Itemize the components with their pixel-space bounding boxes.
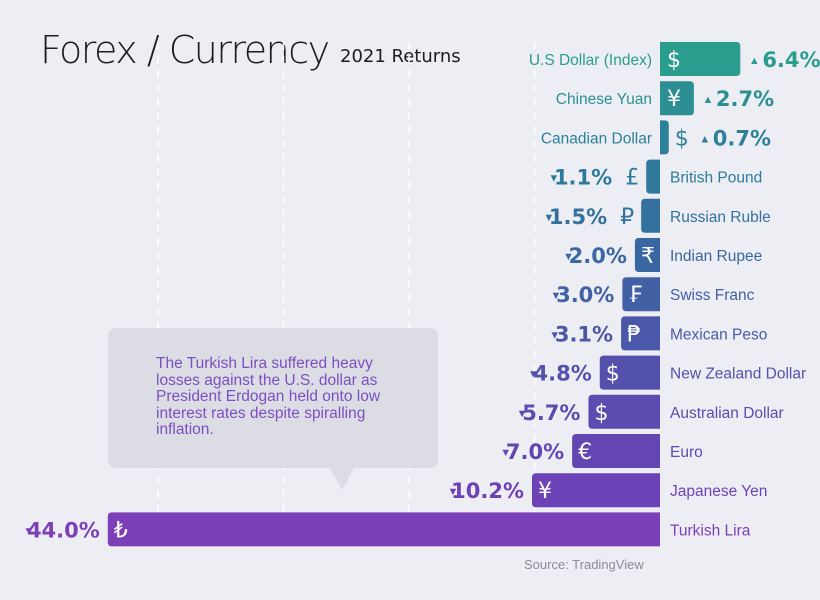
category-label: Japanese Yen [670, 483, 767, 500]
down-arrow: ▼ [517, 408, 528, 420]
down-arrow: ▼ [548, 173, 559, 185]
annotation-text: The Turkish Lira suffered heavy losses a… [156, 355, 381, 438]
currency-symbol: £ [625, 166, 639, 191]
down-arrow: ▼ [549, 329, 560, 341]
currency-symbol: $ [594, 401, 608, 426]
page-title: Forex / Currency [40, 28, 330, 72]
bar [634, 238, 660, 272]
bar [621, 316, 660, 351]
category-label: Australian Dollar [670, 405, 784, 422]
value-label: 6.4% [762, 48, 820, 72]
currency-symbol: ₺ [114, 518, 128, 543]
value-label: 2.7% [716, 87, 774, 111]
bar [107, 512, 661, 547]
category-label: Mexican Peso [670, 326, 767, 343]
value-label: 4.8% [534, 362, 592, 386]
up-arrow: ▲ [702, 94, 713, 106]
value-label: 0.7% [713, 126, 771, 150]
annotation-pointer [330, 468, 354, 490]
value-label: 3.1% [555, 322, 613, 346]
down-arrow: ▼ [563, 251, 574, 263]
value-label: 44.0% [27, 518, 100, 542]
value-label: 7.0% [506, 440, 564, 464]
currency-symbol: $ [606, 362, 620, 387]
bar [660, 81, 694, 116]
bar [588, 394, 660, 429]
bar [646, 159, 660, 194]
down-arrow: ▼ [448, 486, 459, 498]
bar [531, 473, 660, 508]
category-label: Canadian Dollar [541, 130, 652, 147]
down-arrow: ▼ [23, 525, 34, 537]
up-arrow: ▲ [699, 133, 710, 145]
category-label: Euro [670, 444, 703, 461]
down-arrow: ▼ [543, 212, 554, 224]
down-arrow: ▼ [500, 447, 511, 459]
source-note: Source: TradingView [524, 557, 644, 572]
value-label: 10.2% [451, 479, 524, 503]
up-arrow: ▲ [749, 55, 760, 67]
category-label: Russian Ruble [670, 209, 771, 226]
currency-symbol: $ [675, 126, 689, 151]
currency-symbol: ₽ [620, 205, 634, 230]
category-label: Swiss Franc [670, 287, 755, 304]
currency-symbol: € [578, 440, 592, 465]
category-label: Chinese Yuan [556, 91, 652, 108]
value-label: 3.0% [556, 283, 614, 307]
page-subtitle: 2021 Returns [340, 46, 461, 67]
currency-symbol: ₣ [628, 283, 642, 308]
bar [572, 434, 660, 468]
down-arrow: ▼ [551, 290, 562, 302]
currency-symbol: ₱ [627, 322, 641, 347]
bar [660, 120, 669, 155]
bar [622, 277, 660, 312]
category-label: Indian Rupee [670, 248, 762, 265]
value-label: 5.7% [522, 401, 580, 425]
currency-symbol: ¥ [667, 87, 681, 112]
currency-symbol: ¥ [538, 479, 552, 504]
category-label: Turkish Lira [670, 522, 751, 539]
bar [641, 198, 660, 233]
category-label: New Zealand Dollar [670, 366, 806, 383]
annotation-callout: The Turkish Lira suffered heavy losses a… [108, 328, 438, 468]
currency-symbol: $ [667, 48, 681, 73]
value-label: 2.0% [569, 244, 627, 268]
value-label: 1.1% [554, 166, 612, 190]
bar [599, 355, 660, 390]
down-arrow: ▼ [528, 369, 539, 381]
currency-symbol: ₹ [641, 244, 655, 269]
value-label: 1.5% [549, 205, 607, 229]
category-label: U.S Dollar (Index) [529, 52, 652, 69]
bar [660, 42, 741, 76]
category-label: British Pound [670, 170, 762, 187]
